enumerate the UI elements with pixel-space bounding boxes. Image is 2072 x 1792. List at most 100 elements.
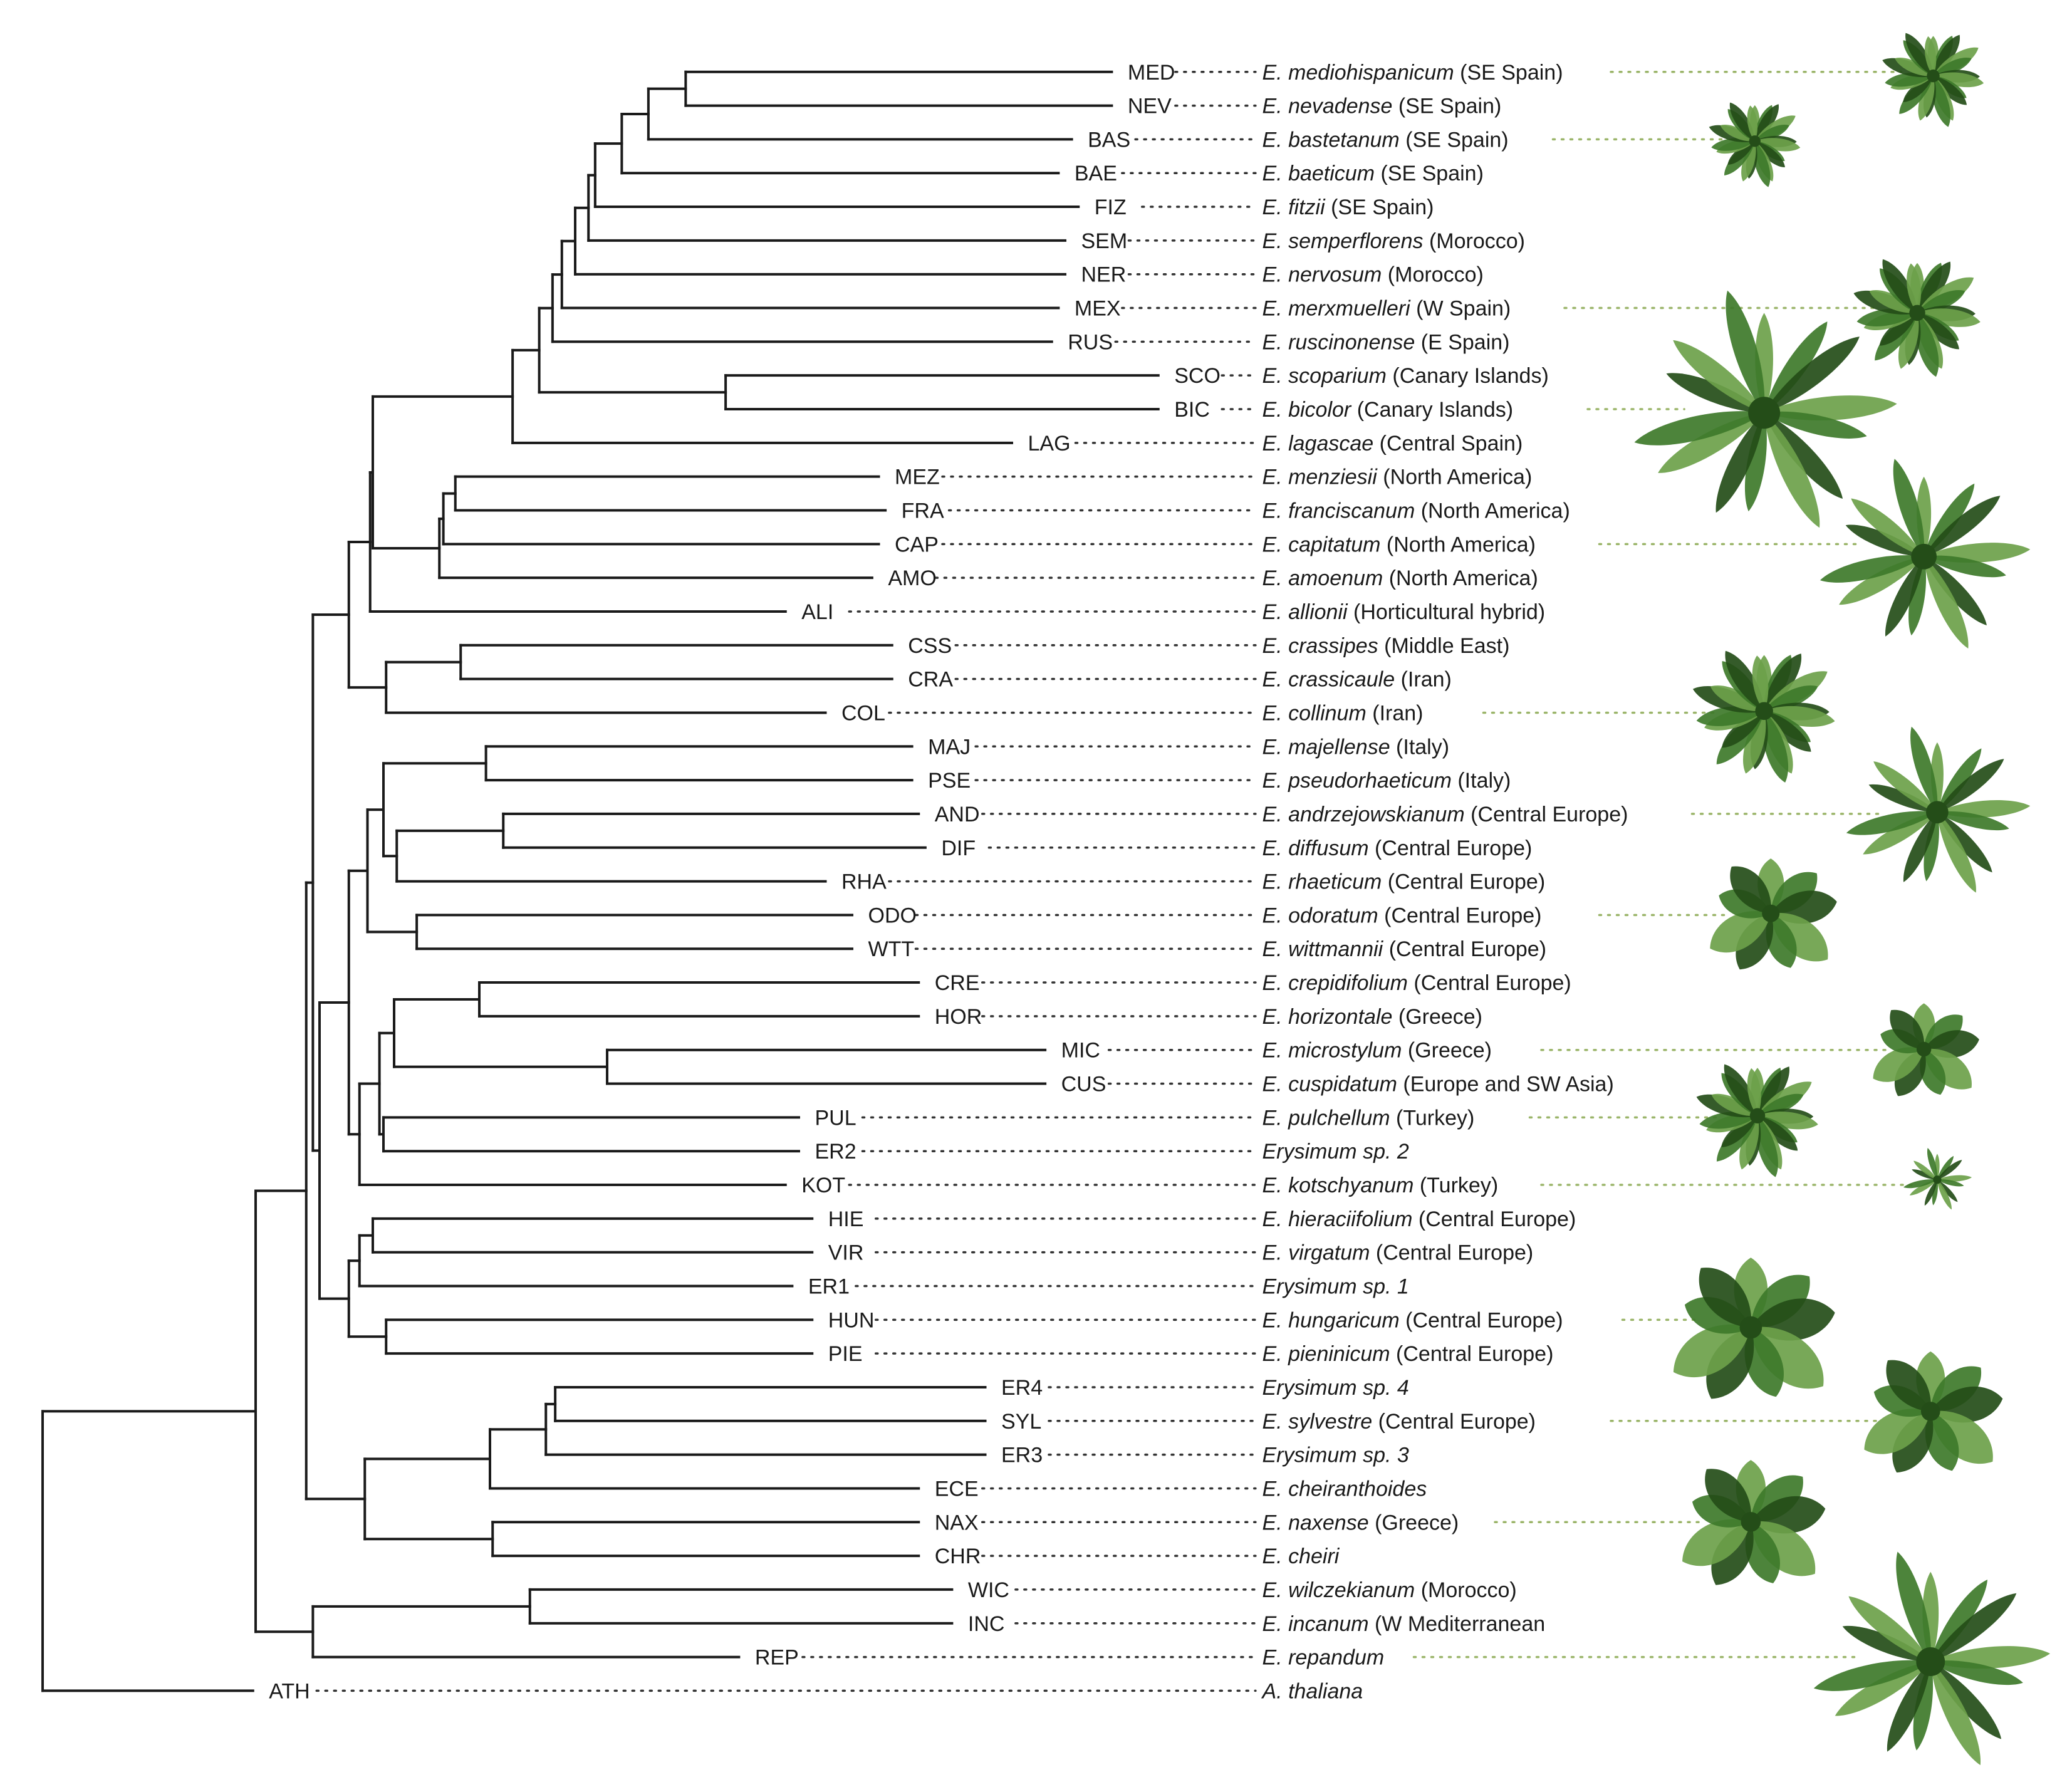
taxon-genus: E. <box>1262 1612 1289 1636</box>
taxon-code-BAE: BAE <box>1075 162 1117 185</box>
taxon-genus: E. <box>1262 1578 1289 1602</box>
taxon-name-BAE: E. baeticum (SE Spain) <box>1262 162 1484 185</box>
leaf-shape <box>1756 1115 1778 1177</box>
taxon-name-HOR: E. horizontale (Greece) <box>1262 1005 1483 1029</box>
taxon-name-ER4: Erysimum sp. 4 <box>1262 1376 1409 1400</box>
leaf-shape <box>1745 1521 1780 1583</box>
leaf-shape <box>1918 76 1935 121</box>
leaf-shape <box>1932 76 1950 127</box>
taxon-genus: E. <box>1262 1005 1289 1029</box>
plant-photo-REP <box>1813 1551 2051 1766</box>
leaf-shape <box>1754 125 1789 142</box>
taxon-genus: E. <box>1262 769 1289 793</box>
taxon-epithet: collinum <box>1288 701 1367 725</box>
rosette-center <box>1739 1316 1762 1339</box>
taxon-epithet: sp. 4 <box>1363 1376 1409 1400</box>
taxon-genus: E. <box>1262 1106 1289 1130</box>
taxon-code-REP: REP <box>755 1646 799 1670</box>
leaf-shape <box>1896 1551 1931 1662</box>
taxon-name-CSS: E. crassipes (Middle East) <box>1262 634 1510 658</box>
taxon-genus: E. <box>1262 668 1289 692</box>
leaf-shape <box>1917 313 1959 350</box>
plant-photo-MEX <box>1853 259 1981 377</box>
taxon-epithet: virgatum <box>1288 1241 1370 1265</box>
taxon-name-BIC: E. bicolor (Canary Islands) <box>1262 398 1514 422</box>
leaf-shape <box>1925 1411 1959 1471</box>
leaf-shape <box>1715 412 1764 513</box>
taxon-genus: E. <box>1262 971 1289 995</box>
leaf-shape <box>1930 1662 1981 1766</box>
taxon-name-HUN: E. hungaricum (Central Europe) <box>1262 1308 1563 1332</box>
leaf-shape <box>1932 1179 1938 1206</box>
leaf-shape <box>1917 261 1951 313</box>
taxon-genus: E. <box>1262 432 1289 456</box>
leaf-shape <box>1885 556 1924 637</box>
taxon-code-PSE: PSE <box>928 769 971 793</box>
taxon-code-HOR: HOR <box>935 1005 982 1029</box>
plant-photo-SYL <box>1864 1351 2003 1473</box>
leaf-shape <box>1898 313 1919 369</box>
taxon-code-MEZ: MEZ <box>895 466 940 489</box>
leaf-shape <box>1757 1066 1789 1116</box>
taxon-genus: E. <box>1262 1039 1289 1063</box>
taxon-region: (Horticultural hybrid) <box>1348 600 1546 624</box>
taxon-region: (Central Europe) <box>1372 1410 1536 1434</box>
taxon-genus: A. <box>1261 1679 1289 1703</box>
tree-branches <box>41 70 1160 1692</box>
taxon-genus: E. <box>1262 364 1289 388</box>
taxon-name-KOT: E. kotschyanum (Turkey) <box>1262 1174 1499 1197</box>
taxon-epithet: hieraciifolium <box>1288 1207 1412 1231</box>
taxon-code-NER: NER <box>1081 263 1127 287</box>
taxon-region: (W Mediterranean <box>1369 1612 1546 1636</box>
taxon-epithet: repandum <box>1288 1646 1384 1670</box>
taxon-epithet: pseudorhaeticum <box>1288 769 1452 793</box>
taxon-epithet: thaliana <box>1288 1679 1363 1703</box>
rosette-center <box>1920 1402 1940 1421</box>
taxon-genus: E. <box>1262 128 1289 152</box>
leaf-shape <box>1845 524 1924 557</box>
leaf-shape <box>1764 706 1835 727</box>
leaf-shape <box>1699 1268 1752 1328</box>
leaf-shape <box>1937 1179 1964 1187</box>
leaf-shape <box>1920 1049 1946 1095</box>
taxon-epithet: allionii <box>1288 600 1348 624</box>
taxon-code-ER3: ER3 <box>1001 1444 1043 1467</box>
taxon-epithet: pieninicum <box>1288 1342 1390 1366</box>
taxon-epithet: bastetanum <box>1288 128 1400 152</box>
leaf-shape <box>1937 748 1982 813</box>
taxon-region: (Central Spain) <box>1373 432 1523 456</box>
taxon-epithet: cuspidatum <box>1288 1073 1397 1097</box>
leaf-shape <box>1937 759 2004 813</box>
rosette-center <box>1933 1175 1942 1184</box>
taxon-name-ER3: Erysimum sp. 3 <box>1262 1444 1409 1467</box>
leaf-shape <box>1873 1047 1924 1082</box>
taxon-genus: E. <box>1262 1174 1289 1197</box>
taxon-epithet: scoparium <box>1288 364 1387 388</box>
leaf-shape <box>1764 412 1843 499</box>
rosette-center <box>1762 904 1780 922</box>
taxon-epithet: sp. 2 <box>1363 1140 1409 1164</box>
taxon-epithet: crassipes <box>1288 634 1378 658</box>
leaf-shape <box>1729 102 1755 142</box>
plant-photo-AND <box>1846 726 2031 893</box>
leaf-shape <box>1752 655 1769 711</box>
leaf-shape <box>1937 1179 1952 1210</box>
taxon-region: (Central Europe) <box>1369 836 1533 860</box>
taxon-name-CUS: E. cuspidatum (Europe and SW Asia) <box>1262 1073 1614 1097</box>
leaf-shape <box>1930 1593 2017 1662</box>
taxon-code-ER1: ER1 <box>808 1274 850 1298</box>
leaf-shape <box>1886 1360 1931 1412</box>
taxon-code-SYL: SYL <box>1001 1410 1041 1434</box>
taxon-code-FRA: FRA <box>902 499 944 523</box>
plant-photo-BIC <box>1634 290 1897 528</box>
leaf-shape <box>1851 498 1924 557</box>
leaf-shape <box>1711 1093 1757 1117</box>
leaf-shape <box>1930 1579 1988 1662</box>
taxon-code-FIZ: FIZ <box>1095 195 1127 219</box>
taxon-epithet: baeticum <box>1288 162 1375 185</box>
taxon-region: (W Spain) <box>1410 297 1511 321</box>
taxon-code-MED: MED <box>1128 61 1175 85</box>
leaf-shape <box>1912 1169 1937 1180</box>
taxon-epithet: kotschyanum <box>1288 1174 1413 1197</box>
taxon-epithet: capitatum <box>1288 533 1380 556</box>
